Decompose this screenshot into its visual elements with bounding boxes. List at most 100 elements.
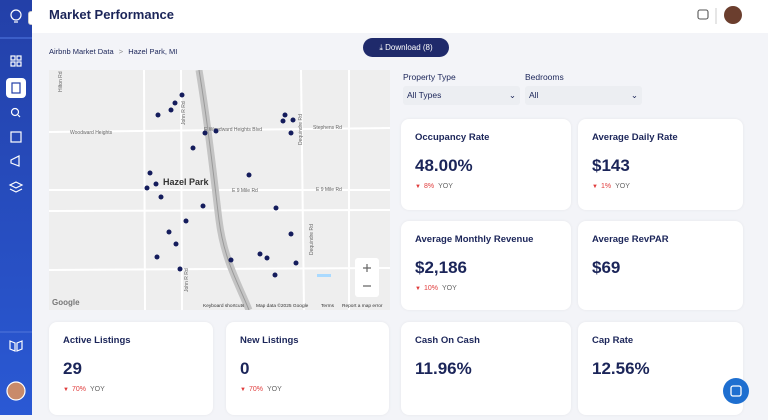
page-title: Market Performance bbox=[49, 7, 174, 22]
chat-button[interactable] bbox=[723, 378, 749, 404]
change-label: YOY bbox=[615, 183, 630, 190]
listing-marker bbox=[282, 112, 288, 118]
map-label: Dequindre Rd bbox=[309, 224, 315, 255]
select-value: All bbox=[529, 90, 539, 100]
metric-card: Cash On Cash 11.96% bbox=[401, 322, 571, 415]
listing-marker bbox=[257, 251, 263, 257]
metric-card: Average Monthly Revenue $2,186 ▼ 10% YOY bbox=[401, 221, 571, 310]
down-arrow: ▼ bbox=[415, 286, 421, 292]
card-value: $69 bbox=[592, 258, 621, 277]
map-label: Stephens Rd bbox=[313, 125, 342, 131]
card-title: Cap Rate bbox=[592, 335, 634, 346]
listing-marker bbox=[179, 92, 185, 98]
metric-card: Average Daily Rate $143 ▼ 1% YOY bbox=[578, 119, 743, 210]
message-icon[interactable] bbox=[697, 9, 709, 20]
card-value: 48.00% bbox=[415, 156, 473, 175]
listing-marker bbox=[290, 117, 296, 123]
down-arrow: ▼ bbox=[415, 184, 421, 190]
listing-marker bbox=[272, 272, 278, 278]
map-footer-link: Map data ©2025 Google bbox=[256, 302, 309, 309]
map-road bbox=[143, 70, 146, 310]
change-label: YOY bbox=[441, 285, 457, 292]
card-value: $143 bbox=[592, 156, 630, 175]
listing-marker bbox=[190, 145, 196, 151]
map-footer-link: Keyboard shortcuts bbox=[203, 303, 245, 309]
card-change: ▼ 1% YOY bbox=[592, 183, 630, 190]
map-road bbox=[49, 267, 390, 271]
map-road bbox=[300, 70, 305, 310]
zoom-icons bbox=[363, 264, 371, 287]
map-road bbox=[49, 127, 390, 133]
listing-marker bbox=[166, 229, 172, 235]
change-label: YOY bbox=[438, 183, 453, 190]
map-footer-link: Report a map error bbox=[342, 303, 383, 309]
map-label: John R Rd bbox=[181, 101, 187, 125]
change-value: 8% bbox=[423, 183, 435, 190]
map-label: Hazel Park bbox=[163, 177, 210, 187]
listing-marker bbox=[293, 260, 299, 266]
map-label: E Woodward Heights Blvd bbox=[204, 127, 262, 133]
listing-marker bbox=[158, 194, 164, 200]
card-title: Average Monthly Revenue bbox=[415, 234, 534, 245]
select-value: All Types bbox=[407, 90, 442, 100]
down-arrow: ▼ bbox=[63, 387, 69, 393]
sidebar bbox=[0, 0, 32, 415]
card-value: $2,186 bbox=[415, 258, 467, 277]
chat-icon bbox=[730, 385, 742, 397]
metric-card: New Listings 0 ▼ 70% YOY bbox=[226, 322, 389, 415]
card-change: ▼ 8% YOY bbox=[415, 183, 453, 190]
map-label: Dequindre Rd bbox=[298, 114, 304, 145]
listing-marker bbox=[264, 255, 270, 261]
bedrooms-select[interactable]: All ⌄ bbox=[525, 86, 642, 105]
listing-marker bbox=[144, 185, 150, 191]
listing-marker bbox=[183, 218, 189, 224]
card-value: 12.56% bbox=[592, 359, 650, 378]
listing-marker bbox=[168, 107, 174, 113]
change-value: 1% bbox=[600, 183, 612, 190]
avatar[interactable] bbox=[724, 6, 742, 24]
map[interactable]: Hilton Rd Woodward Heights E Woodward Heig… bbox=[49, 70, 390, 310]
download-button[interactable]: ⤓ Download (8) bbox=[363, 38, 449, 57]
property-type-select[interactable]: All Types ⌄ bbox=[403, 86, 520, 105]
card-title: Average Daily Rate bbox=[592, 132, 678, 143]
map-label: John R Rd bbox=[184, 268, 190, 292]
change-value: 10% bbox=[423, 285, 438, 292]
listing-marker bbox=[213, 128, 219, 134]
header-icons bbox=[697, 6, 742, 24]
change-value: 70% bbox=[248, 386, 263, 393]
listing-marker bbox=[288, 231, 294, 237]
sidebar-icons bbox=[0, 9, 32, 401]
filter-label: Bedrooms bbox=[525, 72, 564, 82]
map-label: E 9 Mile Rd bbox=[232, 188, 258, 194]
metric-card: Cap Rate 12.56% bbox=[578, 322, 743, 415]
change-label: YOY bbox=[266, 386, 282, 393]
breadcrumb: Airbnb Market Data > Hazel Park, MI bbox=[49, 47, 177, 56]
change-value: 70% bbox=[71, 386, 86, 393]
listing-marker bbox=[228, 257, 234, 263]
card-title: Average RevPAR bbox=[592, 234, 669, 245]
metric-card: Average RevPAR $69 bbox=[578, 221, 743, 310]
down-arrow: ▼ bbox=[240, 387, 246, 393]
listing-marker bbox=[172, 100, 178, 106]
card-change: ▼ 10% YOY bbox=[415, 285, 457, 292]
breadcrumb-root[interactable]: Airbnb Market Data bbox=[49, 47, 114, 56]
card-title: Cash On Cash bbox=[415, 335, 480, 346]
metric-card: Active Listings 29 ▼ 70% YOY bbox=[49, 322, 213, 415]
listing-marker bbox=[200, 203, 206, 209]
map-freeway bbox=[198, 70, 250, 310]
listing-marker bbox=[280, 118, 286, 124]
zoom-control[interactable] bbox=[355, 258, 379, 297]
listing-marker bbox=[288, 130, 294, 136]
card-title: Occupancy Rate bbox=[415, 132, 490, 143]
card-title: Active Listings bbox=[63, 335, 131, 346]
map-label: E 9 Mile Rd bbox=[316, 187, 342, 193]
listing-marker bbox=[177, 266, 183, 272]
listing-marker bbox=[147, 170, 153, 176]
breadcrumb-separator: > bbox=[118, 47, 124, 56]
breadcrumb-location: Hazel Park, MI bbox=[128, 47, 178, 56]
listing-marker bbox=[273, 205, 279, 211]
listing-marker bbox=[154, 254, 160, 260]
change-label: YOY bbox=[89, 386, 105, 393]
down-arrow: ▼ bbox=[592, 184, 598, 190]
